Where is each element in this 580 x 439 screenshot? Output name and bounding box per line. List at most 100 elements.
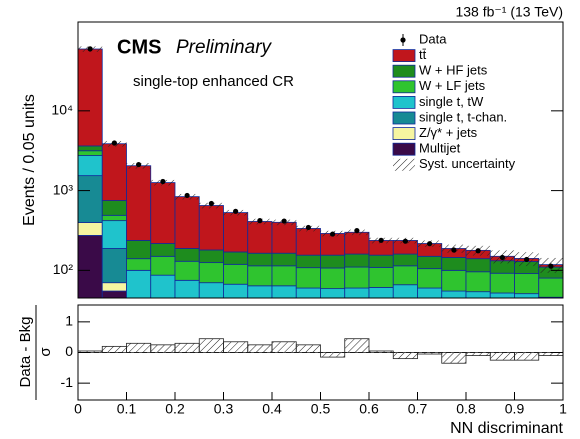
stack-segment <box>223 212 249 253</box>
data-point <box>475 248 481 254</box>
stack-segment <box>417 255 443 270</box>
ratio-plot <box>78 338 563 364</box>
ratio-bar <box>101 345 127 353</box>
main-plot <box>78 46 563 298</box>
data-point <box>257 218 263 224</box>
stack-segment <box>223 251 249 265</box>
ratio-y-label: Data - Bkg <box>17 317 34 388</box>
stack-segment <box>514 273 540 295</box>
stack-segment <box>295 254 321 269</box>
legend-swatch <box>392 64 416 78</box>
stack-segment <box>368 254 394 268</box>
y-axis-label: Events / 0.05 units <box>21 94 38 226</box>
data-point <box>378 237 384 243</box>
ratio-bar <box>392 352 418 360</box>
stack-segment <box>78 235 103 298</box>
stack-segment <box>78 222 103 236</box>
ratio-bar <box>417 352 443 355</box>
ratio-bar <box>465 352 491 356</box>
y-tick-label: 1 <box>65 313 73 329</box>
x-axis-label: NN discriminant <box>450 420 563 437</box>
stack-segment <box>78 175 103 223</box>
data-point <box>524 256 530 263</box>
ratio-bar <box>271 341 297 353</box>
data-point <box>427 241 433 247</box>
stack-segment <box>247 265 273 287</box>
ratio-bar <box>489 352 515 361</box>
stack-segment <box>126 165 152 241</box>
x-tick-label: 0.4 <box>262 401 282 417</box>
stack-segment <box>223 263 249 285</box>
stack-segment <box>295 228 321 256</box>
data-point <box>354 228 360 234</box>
legend-swatch <box>392 111 416 125</box>
ratio-bar <box>295 344 321 353</box>
data-point <box>111 140 117 146</box>
stack-segment <box>150 243 176 257</box>
preliminary-label: Preliminary <box>176 37 273 58</box>
stack-segment <box>392 265 418 286</box>
y-tick-label: 10⁴ <box>51 102 73 118</box>
x-tick-label: 0.8 <box>456 401 476 417</box>
x-tick-label: 0.2 <box>165 401 185 417</box>
x-tick-label: 0.7 <box>408 401 428 417</box>
legend-label: Syst. uncertainty <box>419 156 516 171</box>
ratio-bar <box>247 344 273 353</box>
stack-segment <box>271 221 297 254</box>
data-point <box>281 218 287 224</box>
ratio-bar <box>150 344 176 353</box>
stack-segment <box>101 143 127 201</box>
stack-segment <box>78 145 103 152</box>
ratio-bar <box>441 352 467 364</box>
ratio-bar <box>344 338 370 353</box>
stack-segment <box>101 200 127 216</box>
data-point <box>402 238 408 244</box>
stack-segment <box>271 265 297 287</box>
stack-segment <box>489 272 515 294</box>
legend-swatch <box>392 142 416 156</box>
x-tick-label: 0.1 <box>117 401 137 417</box>
y-tick-label: 0 <box>65 343 73 359</box>
data-point <box>499 254 505 261</box>
stack-segment <box>465 271 491 293</box>
stack-segment <box>198 205 224 251</box>
data-point <box>233 208 239 214</box>
data-point <box>548 263 554 269</box>
stack-segment <box>441 257 467 271</box>
stack-segment <box>126 258 152 271</box>
stack-segment <box>101 282 127 292</box>
data-point <box>330 231 336 237</box>
stack-segment <box>174 196 200 249</box>
stack-segment <box>320 267 346 290</box>
region-label: single-top enhanced CR <box>133 73 294 90</box>
legend-label: tt̄ <box>419 47 427 62</box>
stack-segment <box>247 252 273 267</box>
y-tick-label: 10² <box>53 261 74 277</box>
stack-segment <box>78 150 103 156</box>
stack-segment <box>101 220 127 249</box>
stack-segment <box>78 155 103 177</box>
stack-segment <box>126 269 152 298</box>
legend-label: single t, tW <box>419 94 484 109</box>
stack-segment <box>344 266 370 289</box>
ratio-bar <box>368 350 394 353</box>
stack-segment <box>78 48 103 147</box>
y-tick-label: 10³ <box>53 181 74 197</box>
stack-segment <box>368 266 394 288</box>
stack-segment <box>441 269 467 292</box>
x-tick-label: 0.9 <box>505 401 525 417</box>
legend-swatch <box>392 49 416 62</box>
legend-swatch <box>392 127 416 140</box>
stack-segment <box>101 248 127 284</box>
stack-segment <box>126 240 152 260</box>
y-tick-label: -1 <box>61 374 74 390</box>
ratio-bar <box>223 341 249 353</box>
x-tick-label: 0.5 <box>311 401 331 417</box>
ratio-bar <box>198 338 224 353</box>
ratio-bar <box>174 342 200 353</box>
data-point <box>451 247 457 253</box>
data-point <box>136 161 142 168</box>
lumi-label: 138 fb⁻¹ (13 TeV) <box>455 4 563 20</box>
ratio-bar <box>514 352 540 361</box>
